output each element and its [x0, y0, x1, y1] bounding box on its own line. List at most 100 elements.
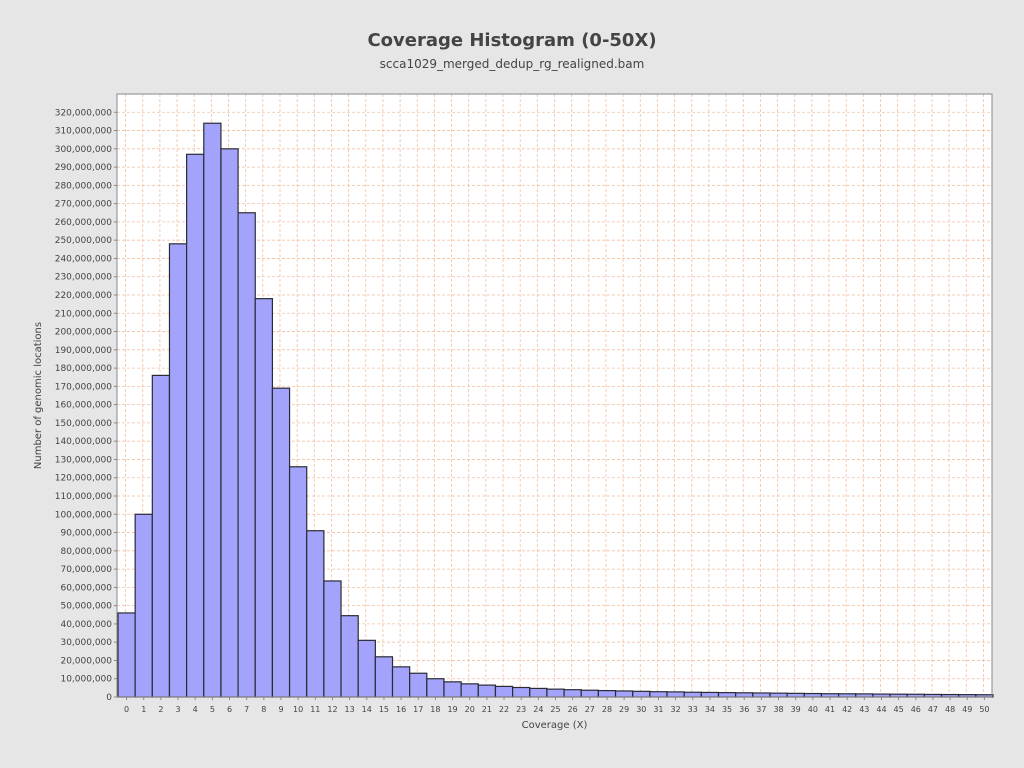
- bar-10: [288, 466, 308, 698]
- x-tick-label: 9: [278, 705, 283, 714]
- x-tick-label: 35: [722, 705, 732, 714]
- x-tick-label: 15: [379, 705, 389, 714]
- bar-8: [254, 298, 274, 698]
- y-tick-label: 270,000,000: [55, 200, 113, 210]
- bar-16: [391, 666, 411, 698]
- bar-28: [597, 690, 617, 698]
- x-tick-label: 10: [293, 705, 303, 714]
- y-tick-label: 200,000,000: [55, 328, 113, 338]
- bar-24: [529, 687, 548, 698]
- x-tick-label: 3: [176, 705, 181, 714]
- x-tick-label: 43: [859, 705, 869, 714]
- bar-21: [477, 684, 497, 698]
- x-tick-label: 12: [327, 705, 337, 714]
- y-tick-label: 60,000,000: [60, 583, 112, 593]
- bar-18: [426, 678, 445, 698]
- bar-23: [512, 686, 531, 698]
- x-tick-label: 19: [447, 705, 457, 714]
- y-tick-label: 0: [106, 693, 112, 703]
- bar-12: [323, 580, 342, 698]
- y-axis-label: Number of genomic locations: [33, 322, 44, 469]
- bar-1: [134, 513, 153, 698]
- x-tick-label: 33: [688, 705, 698, 714]
- y-tick-label: 260,000,000: [55, 218, 113, 228]
- x-tick-label: 5: [210, 705, 215, 714]
- y-tick-label: 140,000,000: [55, 437, 113, 447]
- x-tick-label: 17: [413, 705, 423, 714]
- x-tick-label: 41: [825, 705, 835, 714]
- x-tick-label: 32: [671, 705, 681, 714]
- bar-31: [649, 691, 668, 698]
- x-tick-label: 25: [550, 705, 560, 714]
- x-tick-label: 11: [310, 705, 320, 714]
- x-axis-label: Coverage (X): [522, 720, 588, 731]
- x-tick-label: 28: [602, 705, 612, 714]
- y-tick-label: 80,000,000: [60, 547, 112, 557]
- y-tick-label: 90,000,000: [60, 529, 112, 539]
- y-tick-label: 190,000,000: [55, 346, 113, 356]
- y-axis: 0 10,000,000 20,000,000 30,000,000 40,000,00…: [55, 108, 117, 703]
- bars: [117, 122, 994, 698]
- x-tick-label: 34: [705, 705, 715, 714]
- y-tick-label: 50,000,000: [60, 602, 112, 612]
- bar-15: [374, 656, 394, 698]
- y-tick-label: 150,000,000: [55, 419, 113, 429]
- bar-39: [786, 692, 805, 698]
- bar-32: [666, 691, 685, 698]
- y-tick-label: 240,000,000: [55, 254, 113, 264]
- bar-9: [271, 387, 291, 698]
- x-tick-label: 23: [516, 705, 526, 714]
- bar-30: [632, 690, 651, 698]
- x-tick-label: 13: [345, 705, 355, 714]
- bar-36: [735, 692, 754, 698]
- y-tick-label: 250,000,000: [55, 236, 113, 246]
- bar-33: [683, 691, 702, 698]
- x-tick-label: 42: [842, 705, 852, 714]
- y-tick-label: 20,000,000: [60, 656, 112, 666]
- chart-title: Coverage Histogram (0-50X): [367, 30, 657, 51]
- bar-38: [769, 692, 788, 698]
- y-tick-label: 10,000,000: [60, 675, 112, 685]
- bar-25: [546, 688, 565, 698]
- y-tick-label: 280,000,000: [55, 181, 113, 191]
- y-tick-label: 220,000,000: [55, 291, 113, 301]
- x-tick-label: 36: [739, 705, 749, 714]
- bar-7: [237, 212, 256, 698]
- x-tick-label: 46: [911, 705, 921, 714]
- x-tick-label: 21: [482, 705, 492, 714]
- x-tick-label: 8: [261, 705, 266, 714]
- x-tick-label: 27: [585, 705, 595, 714]
- bar-17: [409, 672, 428, 698]
- x-tick-label: 1: [141, 705, 146, 714]
- y-tick-label: 230,000,000: [55, 273, 113, 283]
- bar-19: [443, 681, 462, 698]
- plot-border: [116, 93, 993, 698]
- bar-6: [220, 148, 239, 698]
- bar-2: [151, 374, 171, 698]
- x-tick-label: 45: [894, 705, 904, 714]
- bar-3: [168, 243, 188, 698]
- x-tick-label: 4: [193, 705, 198, 714]
- y-tick-label: 300,000,000: [55, 145, 113, 155]
- x-tick-label: 7: [244, 705, 249, 714]
- x-tick-label: 48: [945, 705, 955, 714]
- x-tick-label: 22: [499, 705, 509, 714]
- y-tick-label: 160,000,000: [55, 401, 113, 411]
- x-tick-label: 0: [124, 705, 129, 714]
- bar-26: [563, 689, 582, 698]
- x-tick-label: 39: [791, 705, 801, 714]
- x-tick-label: 31: [653, 705, 663, 714]
- y-tick-label: 120,000,000: [55, 474, 113, 484]
- bar-35: [717, 692, 737, 698]
- y-tick-label: 70,000,000: [60, 565, 112, 575]
- y-tick-label: 100,000,000: [55, 510, 113, 520]
- x-tick-label: 44: [876, 705, 886, 714]
- bar-14: [357, 639, 376, 698]
- bar-13: [340, 615, 359, 698]
- bar-40: [803, 692, 823, 698]
- y-tick-label: 180,000,000: [55, 364, 113, 374]
- y-tick-label: 210,000,000: [55, 309, 113, 319]
- y-tick-label: 30,000,000: [60, 638, 112, 648]
- y-tick-label: 130,000,000: [55, 455, 113, 465]
